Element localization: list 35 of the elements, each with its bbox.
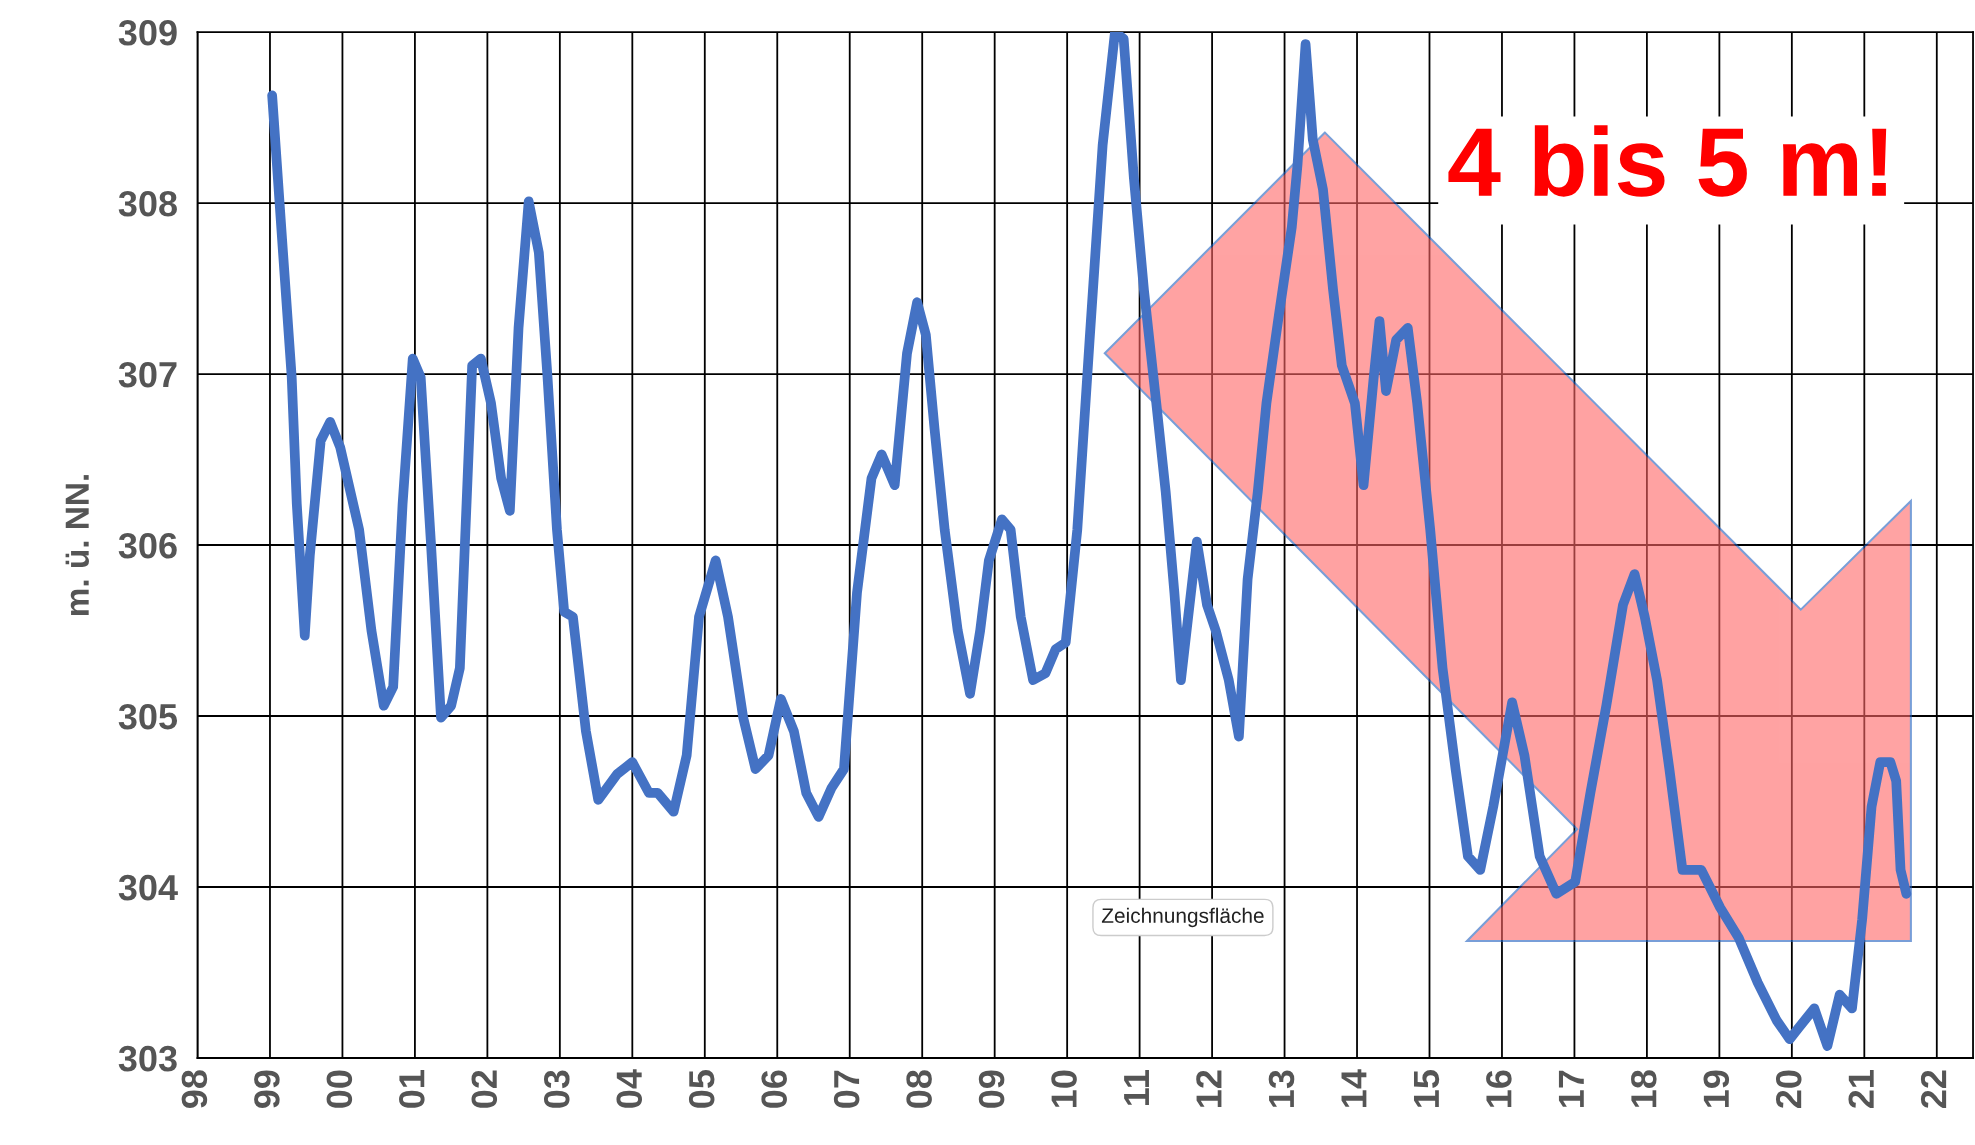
y-tick-label: 305: [118, 703, 178, 730]
x-tick-label: 04: [616, 1069, 643, 1108]
x-tick-label: 01: [399, 1070, 425, 1108]
x-tick-label: 15: [1413, 1070, 1440, 1107]
x-tick-label: 07: [833, 1070, 860, 1108]
x-tick-label: 03: [543, 1070, 570, 1108]
x-tick-label: 02: [471, 1070, 498, 1108]
x-tick-label: 12: [1196, 1070, 1222, 1107]
x-tick-label: 16: [1486, 1070, 1512, 1107]
x-tick-label: 21: [1848, 1070, 1874, 1108]
x-tick-label: 18: [1631, 1070, 1657, 1107]
x-tick-label: 13: [1268, 1070, 1295, 1107]
x-tick-label: 20: [1775, 1070, 1802, 1108]
y-tick-label: 303: [118, 1045, 177, 1072]
x-tick-label: 17: [1558, 1070, 1584, 1107]
y-tick-label: 304: [118, 874, 178, 901]
x-tick-label: 06: [761, 1070, 787, 1108]
y-tick-label: 307: [118, 361, 177, 388]
x-tick-label: 09: [978, 1070, 1005, 1108]
y-axis-title: m. ü. NN.: [65, 475, 89, 616]
y-tick-label: 309: [118, 19, 177, 46]
x-tick-label: 08: [906, 1070, 932, 1108]
x-tick-label: 11: [1124, 1070, 1149, 1105]
x-tick-label: 22: [1920, 1070, 1947, 1108]
y-tick-label: 306: [118, 532, 177, 559]
x-tick-label: 99: [254, 1070, 280, 1108]
x-tick-label: 05: [688, 1070, 715, 1108]
x-tick-label: 00: [326, 1070, 353, 1108]
x-tick-label: 19: [1703, 1070, 1730, 1107]
annotation: Zeichnungsfläche: [1101, 907, 1264, 928]
x-tick-label: 14: [1341, 1069, 1367, 1107]
y-tick-label: 308: [118, 190, 177, 217]
x-tick-label: 98: [181, 1070, 208, 1108]
annotation: 4 bis 5 m!: [1448, 125, 1887, 197]
x-tick-label: 10: [1051, 1070, 1077, 1107]
